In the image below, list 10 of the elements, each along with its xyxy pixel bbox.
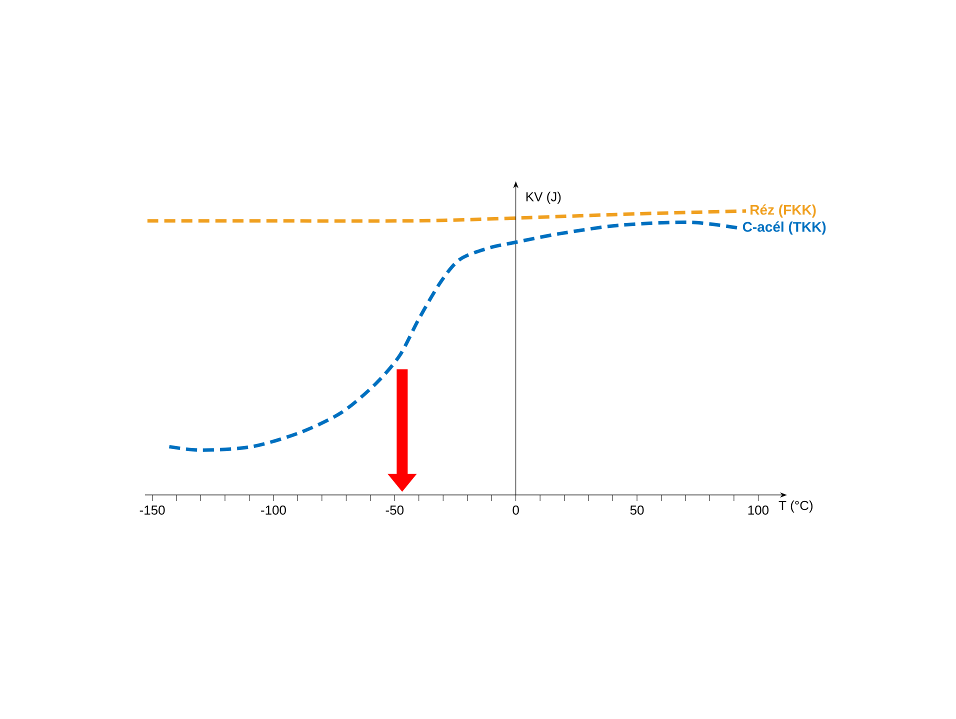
x-tick-label: -150 — [140, 506, 165, 515]
y-axis-title: KV (J) — [526, 192, 561, 204]
series-label: Réz (FKK) — [750, 204, 816, 218]
x-tick-label: -100 — [261, 506, 286, 515]
x-axis-title: T (°C) — [778, 500, 813, 513]
x-tick-label: -50 — [386, 506, 404, 515]
x-tick-label: 0 — [512, 506, 519, 515]
x-tick-label: 50 — [630, 506, 644, 515]
x-tick-label: 100 — [748, 506, 769, 515]
series-label: C-acél (TKK) — [742, 221, 826, 235]
